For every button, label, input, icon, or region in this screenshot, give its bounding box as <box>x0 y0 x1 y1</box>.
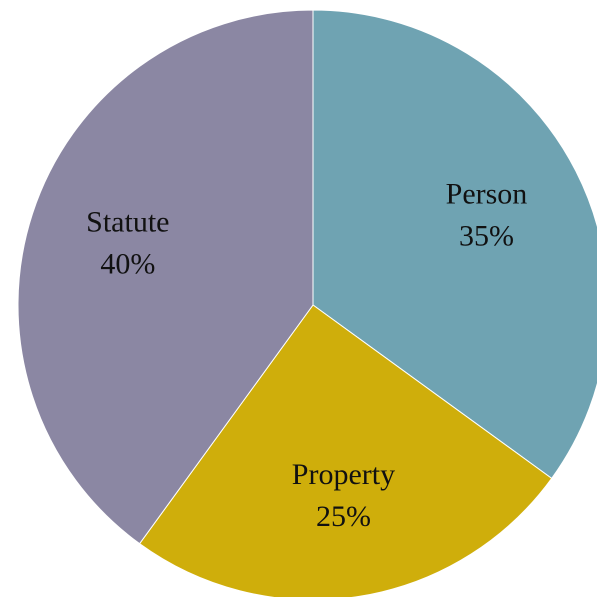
slice-value-label: 35% <box>459 219 514 252</box>
slice-value-label: 40% <box>100 248 155 281</box>
pie-slice <box>17 9 314 545</box>
slice-value-label: 25% <box>316 500 371 533</box>
slice-label: Property <box>292 458 395 491</box>
slice-label: Person <box>446 177 528 210</box>
pie-slice <box>138 304 553 597</box>
slice-label: Statute <box>86 206 169 239</box>
pie-slice <box>312 9 597 480</box>
